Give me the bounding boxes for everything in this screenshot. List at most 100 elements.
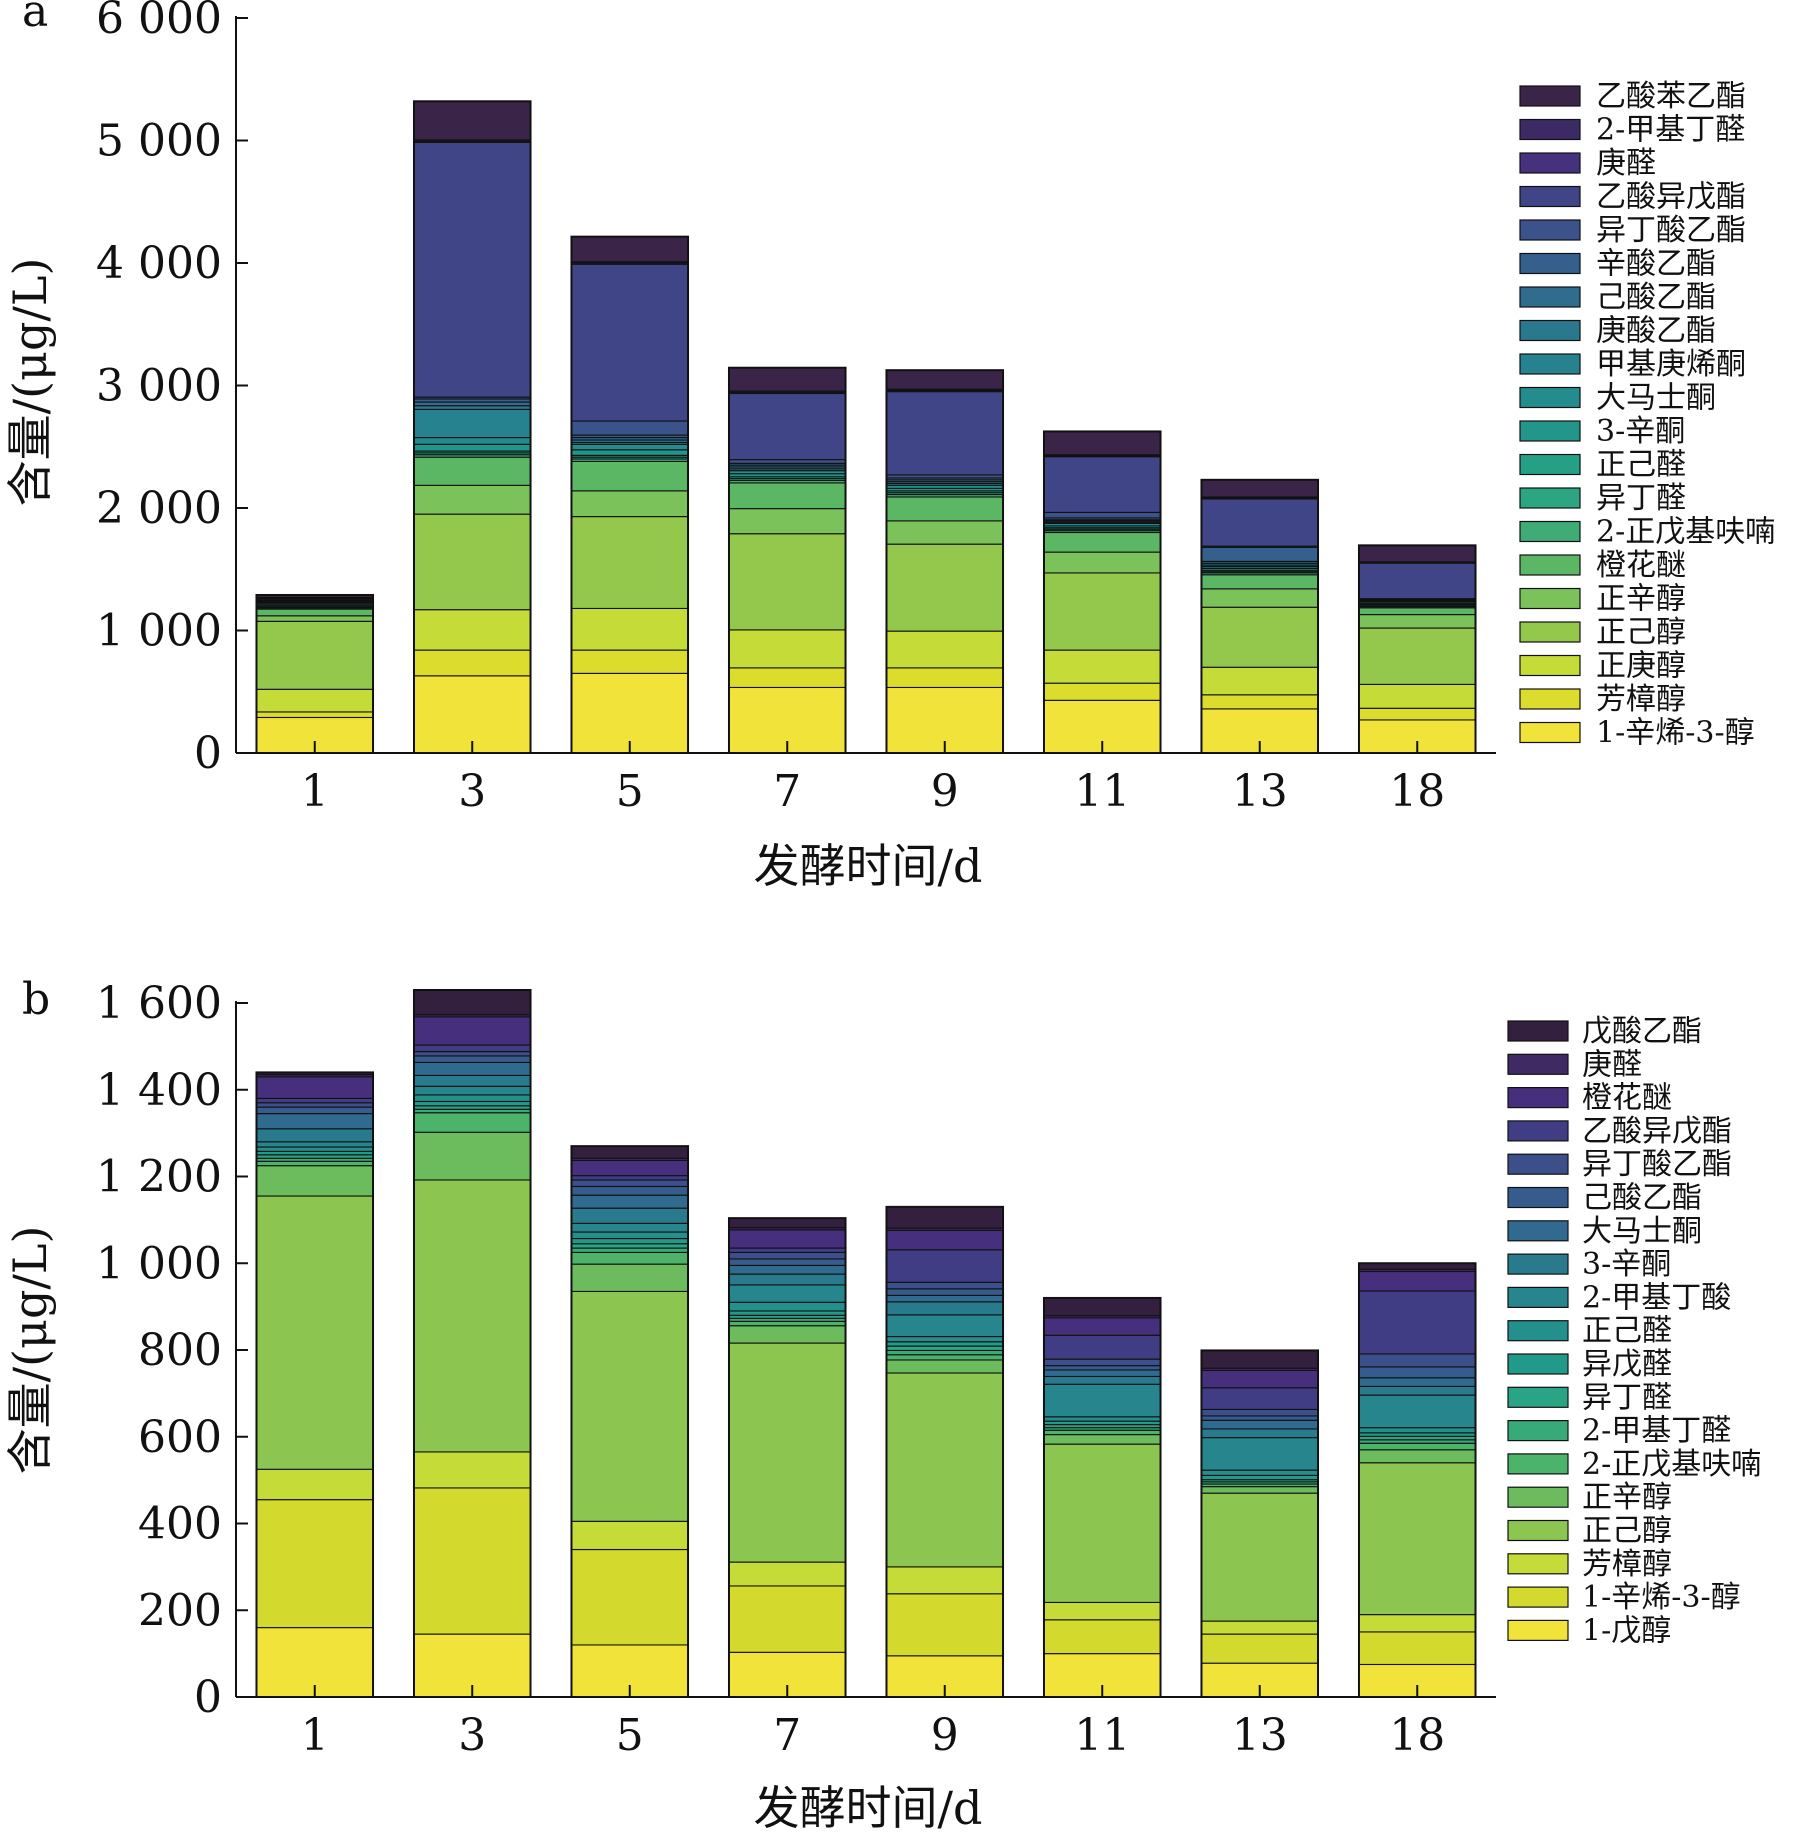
bar-segment bbox=[1200, 588, 1319, 608]
y-tick-label: 0 bbox=[194, 1672, 222, 1723]
bar-segment bbox=[1200, 546, 1319, 562]
bar-segment bbox=[1358, 1614, 1477, 1633]
bar-segment bbox=[1358, 1449, 1477, 1464]
x-tick-label: 7 bbox=[773, 1710, 801, 1761]
bar-segment bbox=[413, 1094, 532, 1103]
bar-segment bbox=[1200, 1492, 1319, 1622]
bar-segment bbox=[885, 1281, 1004, 1290]
panel-b-y-axis-title: 含量/(μg/L) bbox=[3, 1226, 57, 1475]
bar-segment bbox=[255, 688, 374, 713]
legend-swatch bbox=[1519, 621, 1581, 643]
legend-swatch bbox=[1507, 1086, 1569, 1109]
bar-segment bbox=[1200, 1428, 1319, 1439]
legend-swatch bbox=[1507, 1020, 1569, 1042]
bar-segment bbox=[413, 408, 532, 439]
y-tick-label: 200 bbox=[138, 1585, 222, 1636]
bar-segment bbox=[885, 1314, 1004, 1338]
bar-segment bbox=[885, 1249, 1004, 1283]
bar-segment bbox=[570, 516, 689, 610]
bar-segment bbox=[413, 1451, 532, 1489]
bar-segment bbox=[728, 1258, 847, 1266]
bar-segment bbox=[570, 1251, 689, 1265]
bar-segment bbox=[728, 1342, 847, 1563]
bar-segment bbox=[413, 1061, 532, 1076]
legend-swatch bbox=[1507, 1486, 1569, 1508]
bar-segment bbox=[413, 1179, 532, 1453]
bar-segment bbox=[255, 1102, 374, 1108]
y-tick-label: 1 000 bbox=[96, 1238, 222, 1289]
legend-label: 庚醛 bbox=[1582, 1047, 1642, 1082]
bar-segment bbox=[1358, 614, 1477, 629]
bar-segment bbox=[413, 456, 532, 486]
bar-segment bbox=[885, 1301, 1004, 1316]
bar-segment bbox=[255, 1076, 374, 1099]
bar-segment bbox=[1358, 544, 1477, 563]
bar-segment bbox=[255, 1160, 374, 1167]
bar-segment bbox=[728, 392, 847, 461]
bar-segment bbox=[728, 1561, 847, 1587]
bar-segment bbox=[885, 1566, 1004, 1595]
y-tick-label: 3 000 bbox=[96, 361, 222, 412]
legend-label: 芳樟醇 bbox=[1596, 682, 1686, 717]
x-tick-label: 9 bbox=[931, 766, 959, 817]
legend-label: 橙花醚 bbox=[1582, 1081, 1672, 1116]
legend-label: 1-辛烯-3-醇 bbox=[1596, 716, 1755, 751]
x-tick-label: 18 bbox=[1389, 766, 1445, 817]
bar-segment bbox=[728, 667, 847, 689]
legend-label: 己酸乙酯 bbox=[1582, 1181, 1702, 1216]
bar-segment bbox=[413, 1016, 532, 1046]
y-tick-label: 4 000 bbox=[96, 238, 222, 289]
bar-segment bbox=[1200, 1437, 1319, 1471]
bar-segment bbox=[255, 1195, 374, 1470]
bar-segment bbox=[413, 989, 532, 1016]
bar-segment bbox=[1043, 1369, 1162, 1378]
bar-segment bbox=[728, 1217, 847, 1229]
bar-segment bbox=[1043, 430, 1162, 456]
bar-segment bbox=[885, 1294, 1004, 1303]
bar-segment bbox=[570, 1185, 689, 1196]
bar-segment bbox=[570, 1290, 689, 1522]
panel-b-bars bbox=[255, 988, 1477, 1699]
bar-segment bbox=[728, 1585, 847, 1653]
bar-segment bbox=[1200, 1620, 1319, 1635]
y-tick-label: 1 000 bbox=[96, 606, 222, 657]
bar-segment bbox=[413, 443, 532, 452]
bar-segment bbox=[413, 437, 532, 445]
bar-segment bbox=[885, 1345, 1004, 1351]
bar-segment bbox=[728, 1273, 847, 1286]
bar-segment bbox=[885, 496, 1004, 522]
bar-segment bbox=[1200, 1469, 1319, 1476]
bar-segment bbox=[570, 1247, 689, 1253]
bar-segment bbox=[1043, 511, 1162, 519]
x-tick-label: 11 bbox=[1074, 766, 1130, 817]
legend-label: 1-辛烯-3-醇 bbox=[1582, 1580, 1741, 1615]
bar-segment bbox=[728, 459, 847, 464]
legend-label: 芳樟醇 bbox=[1582, 1547, 1672, 1582]
bar-segment bbox=[1200, 1474, 1319, 1481]
legend-swatch bbox=[1507, 1619, 1569, 1642]
bar-segment bbox=[255, 615, 374, 622]
legend-label: 正辛醇 bbox=[1582, 1480, 1672, 1515]
legend-label: 3-辛酮 bbox=[1596, 414, 1685, 449]
bar-segment bbox=[1358, 1353, 1477, 1368]
y-tick-label: 1 200 bbox=[96, 1152, 222, 1203]
legend-swatch bbox=[1519, 152, 1581, 174]
bar-segment bbox=[1200, 666, 1319, 696]
bar-segment bbox=[413, 100, 532, 141]
bar-segment bbox=[255, 1128, 374, 1143]
bar-segment bbox=[885, 667, 1004, 689]
bar-segment bbox=[1043, 1429, 1162, 1436]
bar-segment bbox=[1043, 551, 1162, 574]
bar-segment bbox=[1043, 1358, 1162, 1367]
y-tick-label: 6 000 bbox=[96, 0, 222, 44]
legend-label: 正庚醇 bbox=[1596, 649, 1686, 684]
y-tick-label: 1 400 bbox=[96, 1065, 222, 1116]
bar-segment bbox=[255, 1146, 374, 1152]
bar-segment bbox=[570, 1207, 689, 1224]
bar-segment bbox=[728, 629, 847, 669]
x-tick-label: 5 bbox=[616, 1710, 644, 1761]
legend-swatch bbox=[1507, 1220, 1569, 1242]
x-tick-label: 5 bbox=[616, 766, 644, 817]
